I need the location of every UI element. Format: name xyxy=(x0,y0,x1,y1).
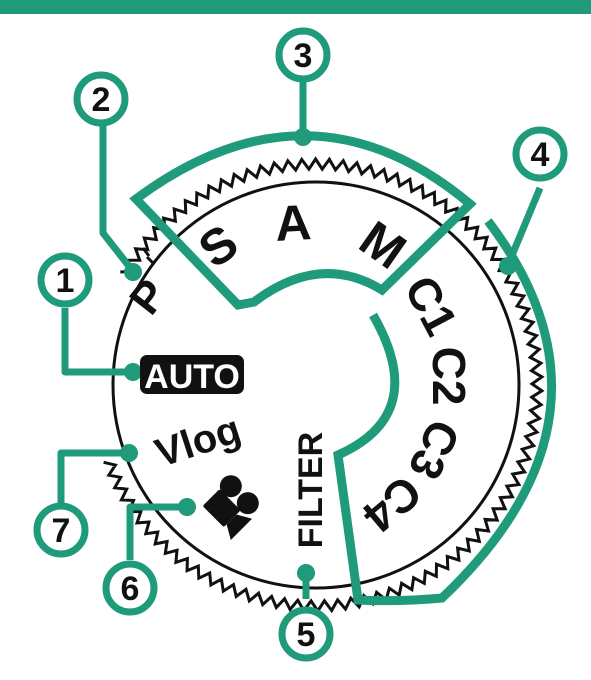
callout-circle-7 xyxy=(33,502,89,558)
mode-label-c1: C1 xyxy=(394,267,468,343)
mode-label-c2: C2 xyxy=(423,347,475,406)
leader-2 xyxy=(99,122,135,273)
callout-circle-2 xyxy=(73,71,129,127)
mode-label-auto: AUTO xyxy=(144,358,240,396)
callout-leader-dots xyxy=(120,128,517,582)
mode-label-filter: FILTER xyxy=(292,432,330,548)
custom-modes-highlight xyxy=(333,218,556,606)
mode-label-a: A xyxy=(274,194,313,252)
movie-camera-icon xyxy=(203,475,259,540)
callout-circle-5 xyxy=(278,606,334,662)
dial-serrated-edge xyxy=(103,156,545,614)
callout-circle-3 xyxy=(275,27,331,83)
callout-number-4: 4 xyxy=(531,136,550,174)
leader-6 xyxy=(126,503,185,560)
mode-label-c3: C3 xyxy=(399,412,471,487)
callout-number-5: 5 xyxy=(297,616,316,654)
callout-circle-6 xyxy=(102,560,158,616)
auto-badge-background xyxy=(140,355,244,394)
callout-number-6: 6 xyxy=(121,570,140,608)
callout-number-1: 1 xyxy=(56,262,75,300)
dial-position-ticks xyxy=(141,247,155,265)
leader-4 xyxy=(504,186,544,267)
mode-label-vlog: Vlog xyxy=(150,407,246,476)
callout-leaders xyxy=(57,79,544,599)
mode-label-c4: C4 xyxy=(353,465,432,543)
callout-number-2: 2 xyxy=(92,81,111,119)
callout-number-3: 3 xyxy=(294,37,313,75)
leader-7 xyxy=(57,449,127,503)
dial-inner-ring xyxy=(111,180,521,590)
callout-circles xyxy=(33,27,568,662)
leader-1 xyxy=(61,308,130,376)
callout-number-7: 7 xyxy=(52,512,71,550)
sam-segment-highlight xyxy=(129,131,477,310)
callout-circle-1 xyxy=(37,252,93,308)
callout-circle-4 xyxy=(512,126,568,182)
top-accent-bar xyxy=(0,0,591,14)
